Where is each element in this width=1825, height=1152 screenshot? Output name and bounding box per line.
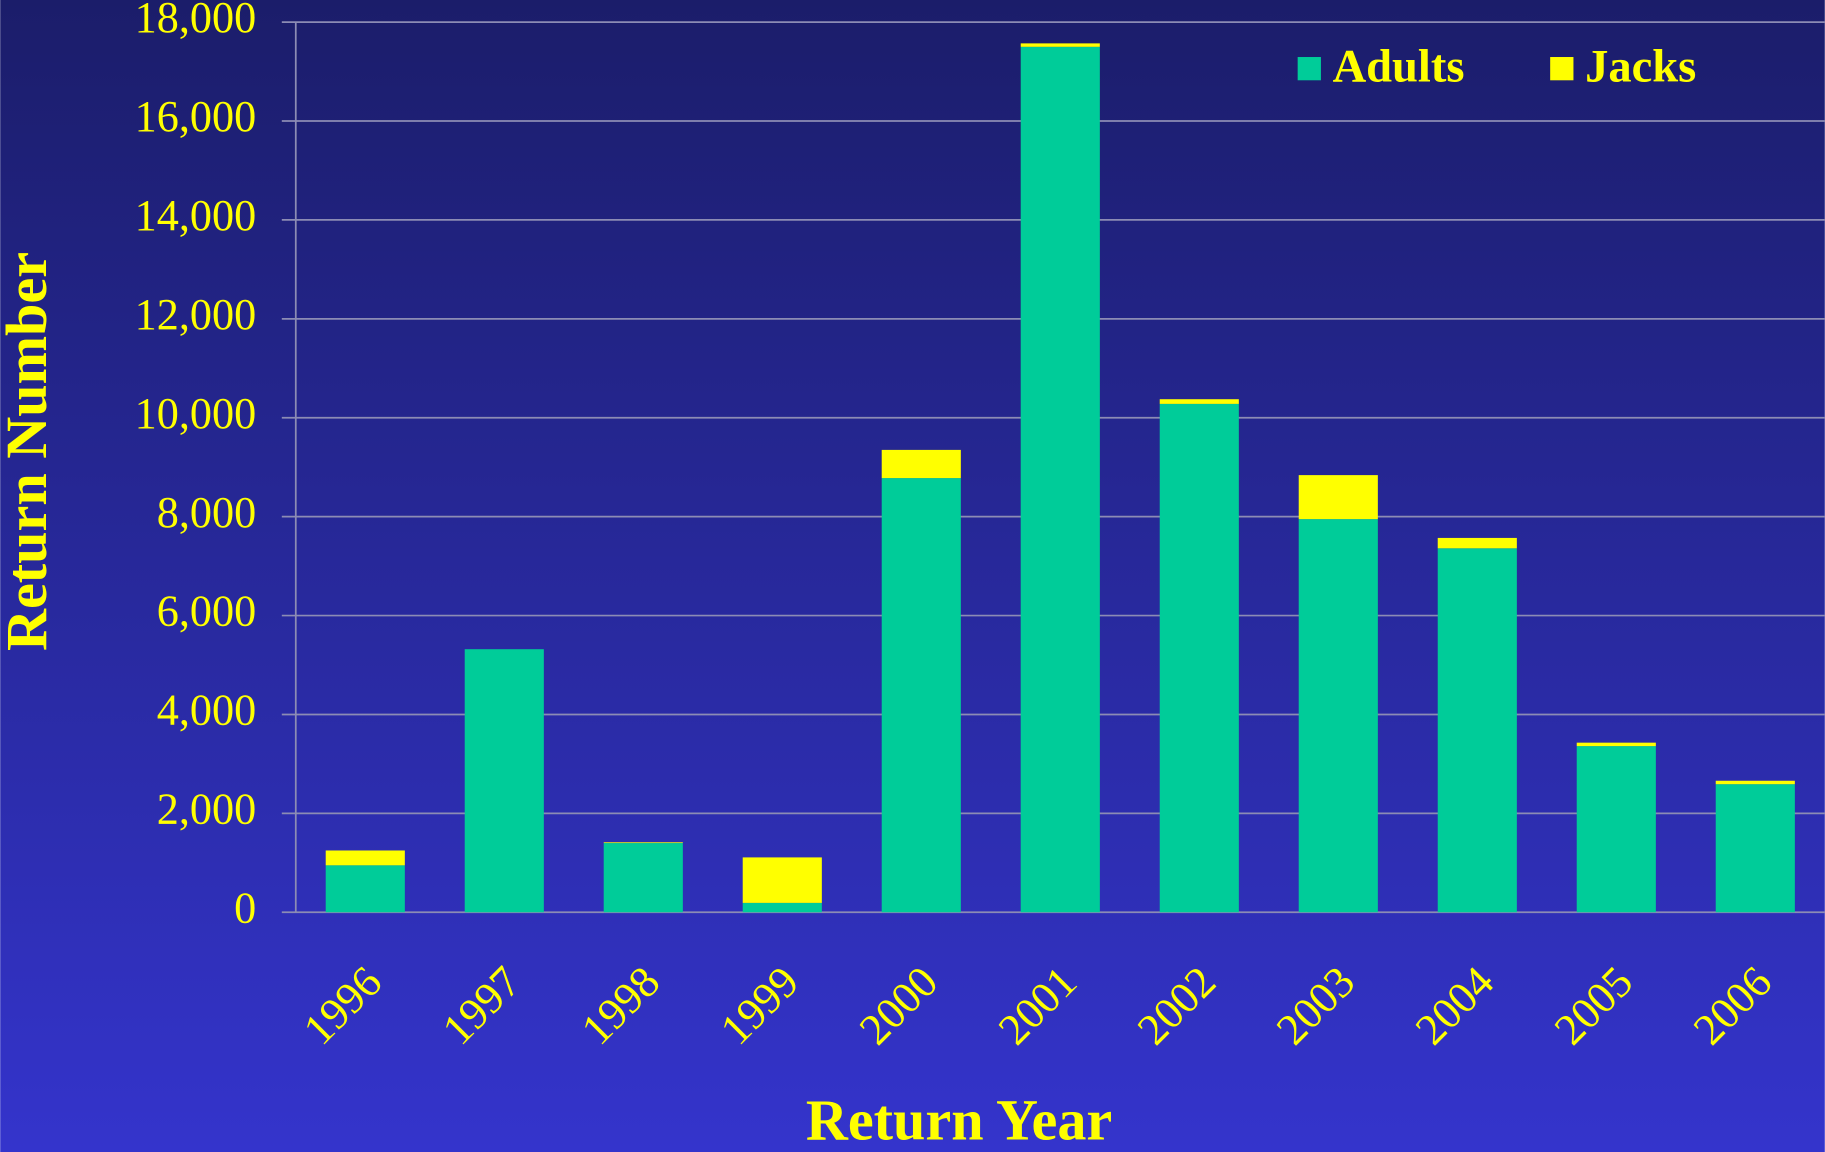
bar-segment: [464, 649, 544, 913]
bar-segment: [742, 857, 822, 903]
legend-label: Jacks: [1585, 42, 1696, 93]
bar-segment: [603, 843, 683, 913]
y-tick-label: 2,000: [157, 785, 256, 834]
bar-segment: [1020, 46, 1100, 913]
legend-label: Adults: [1333, 42, 1465, 93]
bar-segment: [742, 902, 822, 913]
bar-segment: [1576, 746, 1656, 913]
bar-segment: [1576, 742, 1656, 747]
bar-segment: [1715, 784, 1795, 913]
y-tick-label: 16,000: [135, 92, 257, 141]
bar-segment: [1437, 537, 1517, 549]
y-tick-label: 18,000: [135, 0, 257, 42]
y-tick-label: 10,000: [135, 389, 257, 438]
bar-segment: [1298, 475, 1378, 520]
y-tick-label: 4,000: [157, 686, 256, 735]
bar-segment: [325, 865, 405, 913]
bar-segment: [603, 842, 683, 844]
bar-segment: [1159, 399, 1239, 404]
y-tick-label: 14,000: [135, 191, 257, 240]
bar-segment: [325, 850, 405, 866]
bar-segment: [881, 449, 961, 479]
legend-swatch: [1550, 57, 1574, 81]
y-tick-label: 6,000: [157, 587, 256, 636]
bar-segment: [1298, 519, 1378, 913]
y-tick-label: 12,000: [135, 290, 257, 339]
y-tick-label: 0: [234, 883, 256, 932]
bar-segment: [1437, 548, 1517, 913]
y-axis-title: Return Number: [0, 252, 59, 651]
bar-segment: [881, 478, 961, 913]
legend-swatch: [1297, 57, 1321, 81]
bar-segment: [1020, 43, 1100, 47]
x-axis-title: Return Year: [806, 1088, 1112, 1152]
bar-segment: [1159, 403, 1239, 913]
bar-segment: [1715, 780, 1795, 785]
y-tick-label: 8,000: [157, 488, 256, 537]
